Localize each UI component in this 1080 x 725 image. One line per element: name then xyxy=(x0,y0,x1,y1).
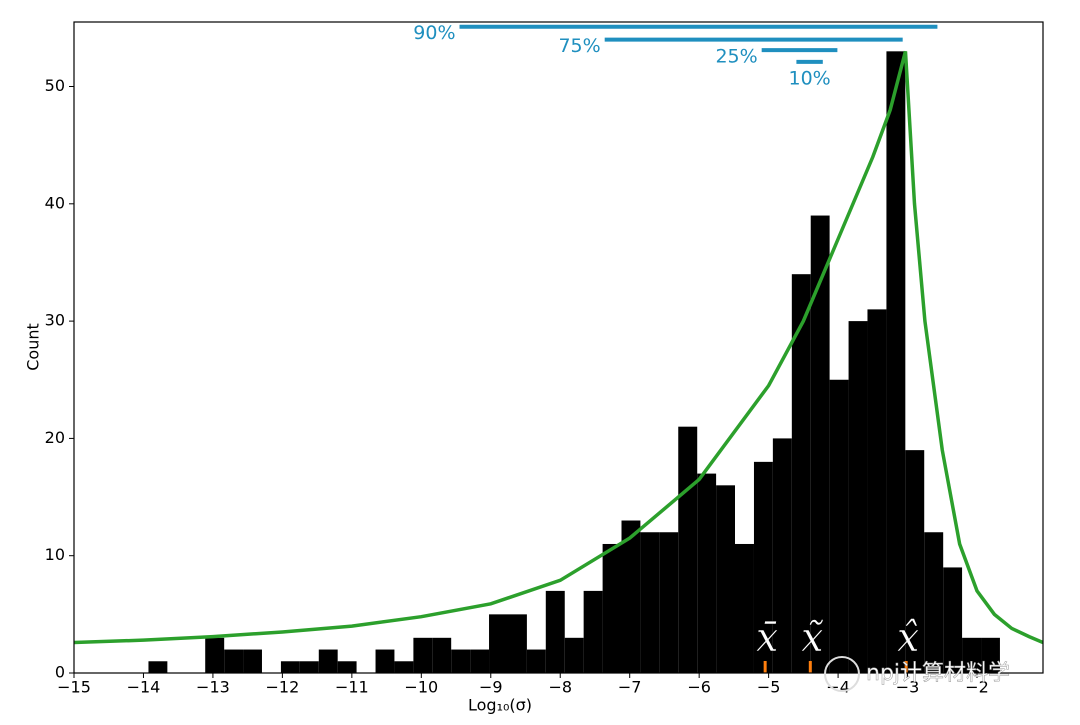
y-tick-label: 20 xyxy=(45,428,65,447)
x-tick-label: −7 xyxy=(618,678,642,697)
bar xyxy=(867,309,887,673)
bar xyxy=(659,532,679,673)
bar xyxy=(432,637,452,673)
y-tick-label: 40 xyxy=(45,193,65,212)
bar xyxy=(243,649,262,673)
bar xyxy=(489,614,509,673)
y-tick-label: 50 xyxy=(45,76,65,95)
x-tick-label: −5 xyxy=(757,678,781,697)
bar xyxy=(299,661,319,673)
bar xyxy=(280,661,300,673)
bar xyxy=(981,637,1000,673)
percentile-label: 90% xyxy=(413,22,455,44)
bar xyxy=(564,637,584,673)
bar xyxy=(337,661,357,673)
watermark: npj计算材料学 xyxy=(866,661,1010,686)
bar xyxy=(526,649,546,673)
bar xyxy=(753,461,773,673)
bar xyxy=(848,321,868,673)
x-tick-label: −14 xyxy=(127,678,161,697)
x-tick-label: −13 xyxy=(196,678,230,697)
percentile-label: 25% xyxy=(715,46,757,68)
plot-frame xyxy=(73,21,1044,674)
y-axis-label: Count xyxy=(24,323,43,371)
bar xyxy=(943,567,963,673)
bar xyxy=(735,543,754,673)
percentile-label: 75% xyxy=(558,35,600,57)
watermark-icon xyxy=(824,656,860,692)
y-tick-label: 10 xyxy=(45,545,65,564)
bar xyxy=(810,215,830,674)
bar xyxy=(451,649,471,673)
x-tick-label: −15 xyxy=(57,678,91,697)
x-tick-label: −11 xyxy=(335,678,369,697)
bar xyxy=(772,438,792,673)
bar xyxy=(205,637,225,673)
bar xyxy=(583,590,603,673)
bar xyxy=(602,543,622,673)
marker-label: x̄ xyxy=(756,615,779,661)
x-tick-label: −3 xyxy=(896,678,920,697)
percentile-label: 10% xyxy=(788,67,830,89)
marker-label: x̃ xyxy=(801,615,824,661)
y-tick-label: 0 xyxy=(55,663,65,682)
x-tick-label: −10 xyxy=(404,678,438,697)
bar xyxy=(545,590,565,673)
bar xyxy=(621,520,641,673)
bar xyxy=(224,649,244,673)
bar xyxy=(886,51,906,673)
bar xyxy=(697,473,717,673)
bar xyxy=(962,637,982,673)
marker-label: x̂ xyxy=(897,615,920,661)
bar xyxy=(905,450,925,673)
curve xyxy=(74,50,1043,645)
bar xyxy=(375,649,395,673)
bar xyxy=(829,379,849,673)
x-axis-label: Log₁₀(σ) xyxy=(468,696,532,715)
x-tick-label: −9 xyxy=(479,678,503,697)
x-tick-label: −2 xyxy=(965,678,989,697)
bar xyxy=(924,532,944,673)
bar xyxy=(640,532,660,673)
bar xyxy=(148,661,168,673)
bar xyxy=(470,649,490,673)
bar xyxy=(394,661,414,673)
bar xyxy=(413,637,433,673)
bar xyxy=(318,649,338,673)
x-tick-label: −6 xyxy=(687,678,711,697)
x-tick-label: −12 xyxy=(266,678,300,697)
bar xyxy=(716,485,736,673)
bar xyxy=(678,426,698,673)
bar xyxy=(791,274,811,673)
y-tick-label: 30 xyxy=(45,311,65,330)
bar xyxy=(508,614,527,673)
x-tick-label: −8 xyxy=(548,678,572,697)
